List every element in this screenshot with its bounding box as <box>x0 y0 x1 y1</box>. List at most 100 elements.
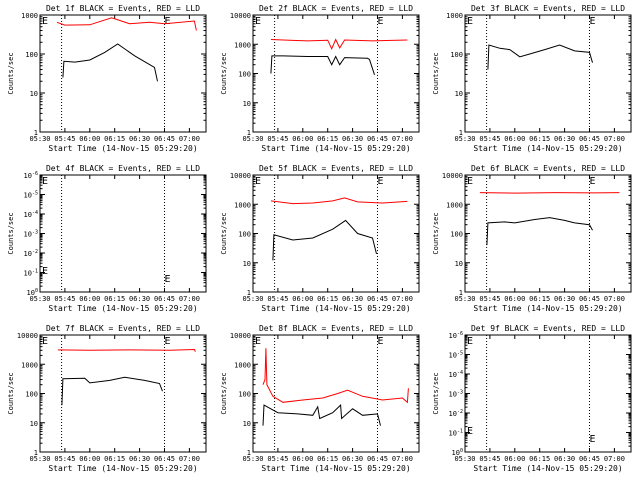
y-tick-label: 1 <box>459 129 463 137</box>
x-axis-label: Start Time (14-Nov-15 05:29:20) <box>261 464 410 473</box>
y-tick-label: 1000 <box>21 12 38 20</box>
plot-frame <box>39 174 207 293</box>
plot-frame <box>252 14 420 133</box>
x-tick-label: 07:00 <box>392 295 413 303</box>
y-tick-label: 10 <box>455 260 463 268</box>
x-tick-label: 05:30 <box>29 295 50 303</box>
y-tick-label: 1 <box>34 129 38 137</box>
plot-frame <box>39 14 207 133</box>
x-tick-label: 07:00 <box>392 135 413 143</box>
chart-title: Det 4f BLACK = Events, RED = LLD <box>46 164 200 173</box>
series-lld-line <box>270 38 408 51</box>
y-tick-label: 10-5 <box>24 191 38 200</box>
x-tick-label: 06:00 <box>292 135 313 143</box>
series-events-line <box>62 43 158 82</box>
y-tick-label: 10-5 <box>449 351 463 360</box>
series-events-line <box>486 217 593 246</box>
series-lld-line <box>57 348 196 352</box>
x-tick-label: 06:45 <box>579 135 600 143</box>
x-tick-label: 05:45 <box>54 455 75 463</box>
y-tick-label: 10-3 <box>24 230 38 239</box>
x-tick-label: 06:30 <box>554 455 575 463</box>
y-tick-label: 10000 <box>230 332 251 340</box>
series-lld-line <box>479 192 620 194</box>
y-tick-label: 10 <box>243 100 251 108</box>
y-tick-label: 10-1 <box>24 269 38 278</box>
x-tick-label: 07:00 <box>179 135 200 143</box>
x-tick-label: 06:45 <box>367 295 388 303</box>
panel-det-1: Det 1f BLACK = Events, RED = LLD 05:30 05:… <box>7 4 207 153</box>
x-tick-label: 06:45 <box>154 135 175 143</box>
x-tick-label: 06:00 <box>79 135 100 143</box>
x-axis-label: Start Time (14-Nov-15 05:29:20) <box>261 304 410 313</box>
marker-label: E <box>42 336 48 347</box>
panel-det-2: Det 2f BLACK = Events, RED = LLD 05:30 05:… <box>220 4 420 153</box>
marker-label: E <box>165 336 171 347</box>
marker-label: E <box>378 16 384 27</box>
y-tick-label: 100 <box>25 51 38 59</box>
x-tick-label: 06:00 <box>79 455 100 463</box>
x-tick-label: 05:45 <box>479 455 500 463</box>
x-tick-label: 06:30 <box>129 455 150 463</box>
y-tick-label: 10000 <box>17 332 38 340</box>
y-axis-label: Counts/sec <box>220 212 228 254</box>
panel-det-6: Det 6f BLACK = Events, RED = LLD 05:30 05:… <box>432 164 632 313</box>
panel-det-4: Det 4f BLACK = Events, RED = LLD 05:30 05:… <box>7 164 207 313</box>
x-tick-label: 05:30 <box>454 295 475 303</box>
x-tick-label: 07:00 <box>179 455 200 463</box>
marker-label: E <box>42 266 48 277</box>
x-tick-label: 07:00 <box>179 295 200 303</box>
x-axis-label: Start Time (14-Nov-15 05:29:20) <box>48 464 197 473</box>
x-tick-label: 06:30 <box>129 295 150 303</box>
chart-title: Det 6f BLACK = Events, RED = LLD <box>471 164 625 173</box>
marker-label: E <box>42 176 48 187</box>
y-tick-label: 1000 <box>234 201 251 209</box>
y-axis-label: Counts/sec <box>432 52 440 94</box>
y-tick-label: 1000 <box>446 201 463 209</box>
x-tick-label: 07:00 <box>604 135 625 143</box>
x-tick-label: 05:45 <box>54 135 75 143</box>
y-axis-label: Counts/sec <box>220 372 228 414</box>
series-lld-line <box>270 197 408 205</box>
marker-label: E <box>467 426 473 437</box>
series-events-line <box>262 404 381 426</box>
plot-frame <box>252 174 420 293</box>
series-events-line <box>487 44 593 70</box>
y-axis-label: Counts/sec <box>432 372 440 414</box>
y-tick-label: 10 <box>243 420 251 428</box>
x-axis-label: Start Time (14-Nov-15 05:29:20) <box>48 144 197 153</box>
x-tick-label: 05:45 <box>267 295 288 303</box>
x-tick-label: 06:00 <box>504 455 525 463</box>
y-tick-label: 10-6 <box>449 331 463 340</box>
panel-det-3: Det 3f BLACK = Events, RED = LLD 05:30 05:… <box>432 4 632 153</box>
x-axis-label: Start Time (14-Nov-15 05:29:20) <box>261 144 410 153</box>
marker-label: E <box>255 176 261 187</box>
y-tick-label: 10000 <box>230 172 251 180</box>
x-tick-label: 06:45 <box>154 295 175 303</box>
y-tick-label: 100 <box>450 51 463 59</box>
y-tick-label: 100 <box>450 231 463 239</box>
plot-frame <box>464 14 632 133</box>
panel-det-8: Det 8f BLACK = Events, RED = LLD 05:30 05:… <box>220 324 420 473</box>
y-tick-label: 10-4 <box>449 370 463 379</box>
y-tick-label: 10-1 <box>449 429 463 438</box>
marker-label: E <box>590 434 596 445</box>
x-tick-label: 05:45 <box>54 295 75 303</box>
x-tick-label: 06:15 <box>529 135 550 143</box>
x-tick-label: 06:30 <box>554 295 575 303</box>
y-axis-label: Counts/sec <box>432 212 440 254</box>
x-axis-label: Start Time (14-Nov-15 05:29:20) <box>473 144 622 153</box>
y-tick-label: 10 <box>243 260 251 268</box>
y-axis-label: Counts/sec <box>220 52 228 94</box>
x-axis-label: Start Time (14-Nov-15 05:29:20) <box>473 464 622 473</box>
chart-title: Det 8f BLACK = Events, RED = LLD <box>259 324 413 333</box>
series-events-line <box>270 55 375 75</box>
x-tick-label: 06:45 <box>154 455 175 463</box>
chart-title: Det 2f BLACK = Events, RED = LLD <box>259 4 413 13</box>
x-tick-label: 05:30 <box>242 455 263 463</box>
series-events-line <box>272 219 377 261</box>
y-tick-label: 10 <box>455 90 463 98</box>
panel-det-7: Det 7f BLACK = Events, RED = LLD 05:30 05:… <box>7 324 207 473</box>
y-tick-label: 1 <box>247 289 251 297</box>
